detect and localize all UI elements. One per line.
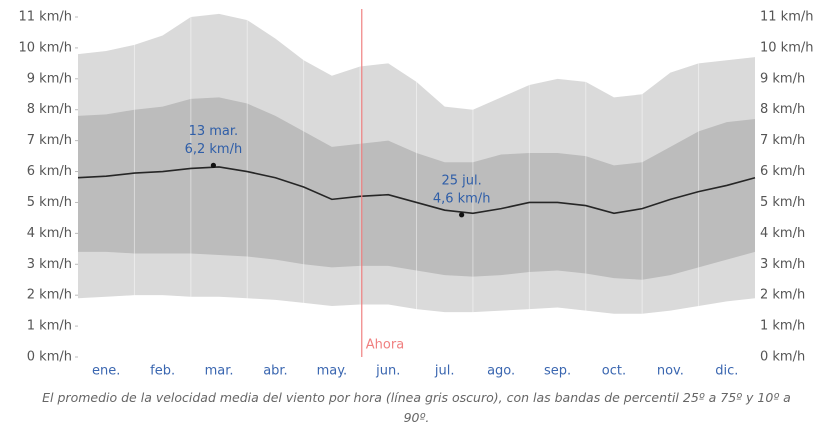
x-tick-label: mar. [205, 364, 234, 379]
y-tick-label: 9 km/h [27, 71, 72, 86]
x-tick-label: oct. [602, 364, 626, 379]
y-tick-label: 11 km/h [19, 10, 73, 25]
x-tick-label: feb. [150, 364, 175, 379]
annotation-date: 13 mar. [189, 124, 239, 139]
x-tick-label: nov. [657, 364, 684, 379]
y-tick-label-right: 0 km/h [760, 350, 805, 365]
x-tick-label: may. [317, 364, 348, 379]
x-tick-label: dic. [715, 364, 738, 379]
annotation-point [210, 162, 216, 168]
y-tick-label: 4 km/h [27, 226, 72, 241]
x-tick-label: sep. [544, 364, 571, 379]
x-tick-label: jul. [434, 364, 455, 379]
y-tick-label-right: 4 km/h [760, 226, 805, 241]
y-tick-label: 2 km/h [27, 288, 72, 303]
x-tick-label: ene. [92, 364, 120, 379]
y-tick-label-right: 9 km/h [760, 71, 805, 86]
y-tick-label-right: 7 km/h [760, 133, 805, 148]
caption: El promedio de la velocidad media del vi… [42, 390, 791, 425]
chart: 0 km/h 0 km/h 1 km/h 1 km/h 2 km/h 2 km/h 3 km… [19, 9, 814, 379]
y-tick-label: 10 km/h [19, 40, 73, 55]
y-tick-label-right: 11 km/h [760, 10, 814, 25]
annotation-point [459, 212, 465, 218]
y-tick-label-right: 2 km/h [760, 288, 805, 303]
y-tick-label: 7 km/h [27, 133, 72, 148]
x-tick-label: jun. [375, 364, 400, 379]
y-tick-label: 0 km/h [27, 350, 72, 365]
y-tick-label: 6 km/h [27, 164, 72, 179]
annotation-value: 6,2 km/h [185, 142, 243, 157]
y-tick-label: 3 km/h [27, 257, 72, 272]
y-tick-label-right: 3 km/h [760, 257, 805, 272]
annotation-date: 25 jul. [441, 173, 481, 188]
y-tick-label: 8 km/h [27, 102, 72, 117]
annotation-value: 4,6 km/h [433, 191, 491, 206]
mean-line [77, 166, 756, 215]
y-tick-label-right: 8 km/h [760, 102, 805, 117]
x-tick-label: ago. [487, 364, 515, 379]
x-tick-label: abr. [263, 364, 288, 379]
percentile-band [78, 97, 755, 280]
y-tick-label-right: 6 km/h [760, 164, 805, 179]
y-tick-label-right: 5 km/h [760, 195, 805, 210]
y-tick-label-right: 10 km/h [760, 40, 814, 55]
y-tick-label: 1 km/h [27, 319, 72, 334]
y-tick-label: 5 km/h [27, 195, 72, 210]
y-tick-label-right: 1 km/h [760, 319, 805, 334]
now-label: Ahora [366, 338, 404, 353]
